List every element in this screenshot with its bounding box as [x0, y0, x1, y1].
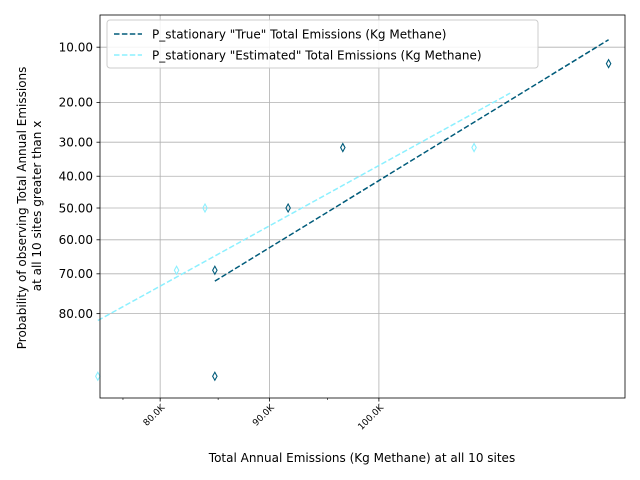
y-tick-label-6: 70.00: [59, 267, 93, 281]
y-tick-label-7: 80.00: [59, 307, 93, 321]
fit-line-series-1: [97, 92, 511, 322]
point-series-1-0: [94, 371, 101, 382]
point-series-0-1: [212, 265, 218, 276]
x-tick-label-1: 90.0K: [251, 402, 277, 428]
point-series-1-1: [173, 265, 180, 276]
point-series-0-3: [339, 142, 346, 153]
point-series-0-0: [212, 371, 218, 382]
legend: P_stationary "True" Total Emissions (Kg …: [106, 19, 539, 69]
y-axis-label-line-2: at all 10 sites greater than x: [30, 121, 44, 292]
y-tick-label-4: 50.00: [59, 201, 93, 215]
y-tick-label-2: 30.00: [59, 136, 93, 150]
grid: [100, 15, 625, 398]
legend-box: [106, 19, 539, 69]
y-tick-label-3: 40.00: [59, 170, 93, 184]
fit-lines: [97, 39, 609, 322]
x-ticks: 80.0K 90.0K 100.0K: [122, 398, 387, 433]
point-series-0-2: [285, 202, 291, 214]
point-series-1-2: [202, 202, 208, 214]
y-axis-label: Probability of observing Total Annual Em…: [15, 63, 44, 349]
y-axis-label-line-1: Probability of observing Total Annual Em…: [15, 67, 29, 350]
data-points: [94, 58, 612, 382]
plot-frame: [99, 14, 626, 399]
point-series-1-3: [471, 142, 477, 153]
x-tick-label-2: 100.0K: [357, 402, 387, 432]
x-tick-label-0: 80.0K: [142, 402, 168, 428]
fit-line-series-0: [214, 39, 609, 282]
x-axis-label: Total Annual Emissions (Kg Methane) at a…: [208, 451, 515, 465]
legend-label-true: P_stationary "True" Total Emissions (Kg …: [152, 28, 446, 42]
point-series-0-4: [605, 58, 612, 69]
legend-label-estimated: P_stationary "Estimated" Total Emissions…: [152, 49, 482, 63]
y-tick-label-5: 60.00: [59, 233, 93, 247]
y-tick-label-1: 20.00: [59, 96, 93, 110]
y-tick-label-0: 10.00: [59, 40, 93, 54]
y-ticks: 10.00 20.00 30.00 40.00 50.00 60.00 70.00 80.00: [59, 40, 100, 321]
